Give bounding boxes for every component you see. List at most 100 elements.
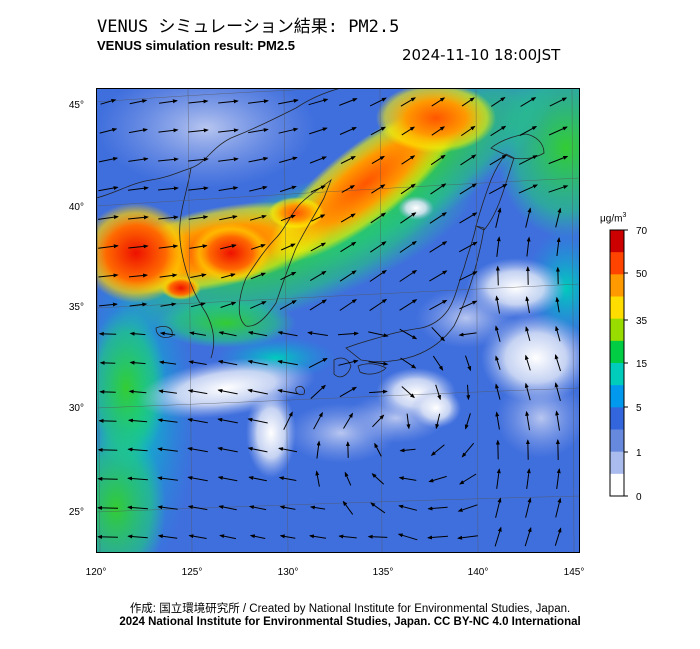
wind-arrow (157, 534, 178, 539)
wind-arrow (188, 534, 207, 539)
wind-arrow (369, 97, 387, 107)
wind-arrow (459, 473, 477, 485)
colorbar: 70 50 35 15 5 1 0 (609, 226, 648, 503)
wind-arrow (525, 410, 530, 431)
wind-arrow (129, 360, 146, 365)
wind-arrow (127, 534, 148, 539)
wind-arrow (399, 448, 416, 453)
wind-arrow (309, 505, 326, 510)
wind-arrow (427, 506, 448, 511)
wind-arrow (430, 154, 446, 166)
wind-arrow (187, 389, 208, 395)
wind-arrow (401, 155, 416, 165)
wind-arrow (98, 156, 119, 163)
wind-arrow (128, 273, 148, 278)
wind-arrow (128, 157, 149, 162)
colorbar-segment (610, 340, 624, 364)
wind-arrow (460, 154, 477, 166)
wind-arrow (188, 215, 209, 220)
wind-arrow (427, 535, 448, 540)
wind-arrow (369, 389, 388, 394)
wind-arrow (340, 241, 357, 253)
wind-arrow (217, 417, 238, 424)
colorbar-label: 35 (636, 316, 648, 327)
wind-arrow (248, 505, 267, 511)
wind-vectors (97, 97, 569, 547)
colorbar-segment (610, 252, 624, 275)
wind-arrow (279, 505, 296, 510)
wind-arrow (369, 269, 387, 282)
wind-arrow (128, 215, 149, 220)
wind-arrow (432, 355, 444, 371)
lon-tick-label: 130° (278, 567, 299, 578)
wind-arrow (98, 244, 119, 249)
colorbar-segment (610, 363, 624, 386)
wind-arrow (277, 388, 298, 395)
wind-arrow (370, 502, 386, 514)
wind-arrow (128, 389, 147, 394)
footer-credit: 作成: 国立環境研究所 / Created by National Instit… (129, 603, 571, 615)
wind-arrow (555, 410, 560, 431)
wind-arrow (338, 359, 359, 366)
wind-arrow (128, 244, 149, 249)
wind-arrow (341, 185, 356, 193)
wind-arrow (465, 355, 472, 372)
wind-arrow (99, 127, 118, 134)
wind-arrow (316, 440, 321, 459)
wind-arrow (158, 389, 177, 394)
wind-arrow (344, 471, 352, 486)
wind-arrow (250, 301, 267, 309)
colorbar-segment (610, 296, 624, 320)
wind-arrow (457, 504, 478, 512)
wind-arrow (309, 127, 328, 135)
wind-arrow (219, 534, 236, 540)
wind-arrow (430, 183, 447, 195)
lon-tick-label: 135° (373, 567, 394, 578)
wind-arrow (459, 183, 477, 195)
title-english: VENUS simulation result: PM2.5 (97, 38, 295, 53)
lat-tick-label: 45° (69, 100, 84, 111)
colorbar-segment (610, 230, 624, 253)
wind-arrow (399, 328, 418, 340)
wind-arrow (127, 418, 148, 423)
wind-arrow (490, 125, 507, 137)
wind-arrow (315, 470, 320, 487)
wind-arrow (190, 273, 207, 278)
colorbar-label: 5 (636, 403, 642, 414)
coastlines (96, 88, 545, 396)
wind-arrow (98, 186, 119, 192)
wind-arrow (400, 183, 416, 195)
wind-arrow (310, 185, 326, 193)
wind-arrow (519, 126, 538, 136)
wind-arrow (340, 213, 356, 223)
lon-tick-label: 140° (468, 567, 489, 578)
wind-arrow (190, 302, 206, 308)
wind-arrow (430, 444, 445, 456)
wind-arrow (310, 384, 326, 399)
wind-arrow (309, 299, 327, 311)
wind-arrow (339, 98, 358, 106)
wind-arrow (431, 97, 446, 107)
wind-arrow (278, 98, 299, 105)
wind-arrow (459, 212, 478, 224)
wind-arrow (309, 534, 327, 539)
wind-arrow (520, 97, 537, 107)
wind-arrow (158, 360, 177, 365)
wind-arrow (310, 270, 327, 282)
wind-arrow (250, 244, 266, 250)
wind-arrow (100, 99, 117, 105)
wind-arrow (495, 411, 500, 430)
lon-tick-label: 120° (86, 567, 107, 578)
lat-tick-label: 40° (69, 202, 84, 213)
wind-arrow (370, 212, 387, 224)
wind-arrow (342, 500, 354, 515)
colorbar-segment (610, 274, 624, 297)
wind-arrow (554, 527, 562, 546)
wind-arrow (371, 473, 385, 485)
wind-arrow (525, 207, 532, 228)
wind-arrow (494, 526, 502, 547)
forecast-timestamp: 2024-11-10 18:00JST (402, 46, 561, 64)
wind-arrow (489, 154, 507, 166)
wind-arrow (458, 241, 478, 253)
wind-arrow (399, 269, 418, 282)
